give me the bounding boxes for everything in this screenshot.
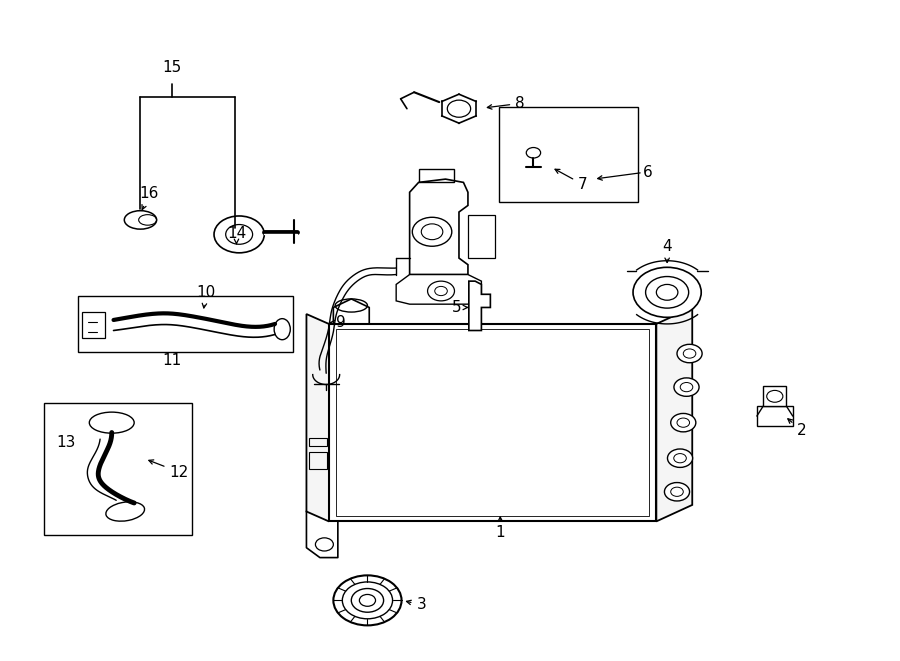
Bar	[44, 403, 193, 535]
Text: 9: 9	[330, 315, 346, 330]
Text: 12: 12	[148, 460, 189, 479]
Bar	[757, 407, 793, 426]
Ellipse shape	[106, 502, 145, 521]
Bar	[336, 329, 649, 516]
Text: 16: 16	[140, 186, 159, 210]
Text: 11: 11	[162, 352, 182, 368]
Polygon shape	[396, 274, 482, 304]
Circle shape	[677, 344, 702, 363]
Bar	[418, 169, 454, 182]
Text: 15: 15	[162, 59, 182, 75]
Bar	[500, 106, 638, 202]
Text: 4: 4	[662, 239, 672, 262]
Polygon shape	[469, 281, 491, 330]
Bar	[328, 324, 656, 522]
Bar	[763, 387, 787, 407]
Text: 6: 6	[643, 165, 652, 180]
Text: 14: 14	[227, 225, 246, 244]
Circle shape	[333, 575, 401, 625]
Ellipse shape	[89, 412, 134, 433]
Text: 3: 3	[407, 598, 427, 613]
Circle shape	[645, 276, 688, 308]
Circle shape	[351, 588, 383, 612]
Text: 7: 7	[555, 169, 588, 192]
Text: 1: 1	[495, 517, 505, 540]
Text: 2: 2	[788, 419, 806, 438]
Bar	[309, 452, 327, 469]
Text: 5: 5	[452, 300, 467, 315]
Circle shape	[214, 216, 265, 253]
Circle shape	[674, 378, 699, 397]
Circle shape	[664, 483, 689, 501]
Text: 10: 10	[196, 285, 216, 308]
Polygon shape	[410, 179, 468, 274]
Circle shape	[342, 582, 392, 619]
Bar	[82, 312, 104, 338]
Polygon shape	[306, 314, 328, 522]
Ellipse shape	[274, 319, 291, 340]
Circle shape	[633, 267, 701, 317]
Circle shape	[668, 449, 693, 467]
Circle shape	[526, 147, 541, 158]
Text: 13: 13	[57, 435, 76, 450]
Ellipse shape	[124, 211, 157, 229]
Bar	[468, 215, 495, 258]
Bar	[309, 438, 327, 446]
Bar	[77, 295, 293, 352]
Text: 8: 8	[487, 96, 525, 111]
Polygon shape	[656, 307, 692, 522]
Circle shape	[670, 413, 696, 432]
